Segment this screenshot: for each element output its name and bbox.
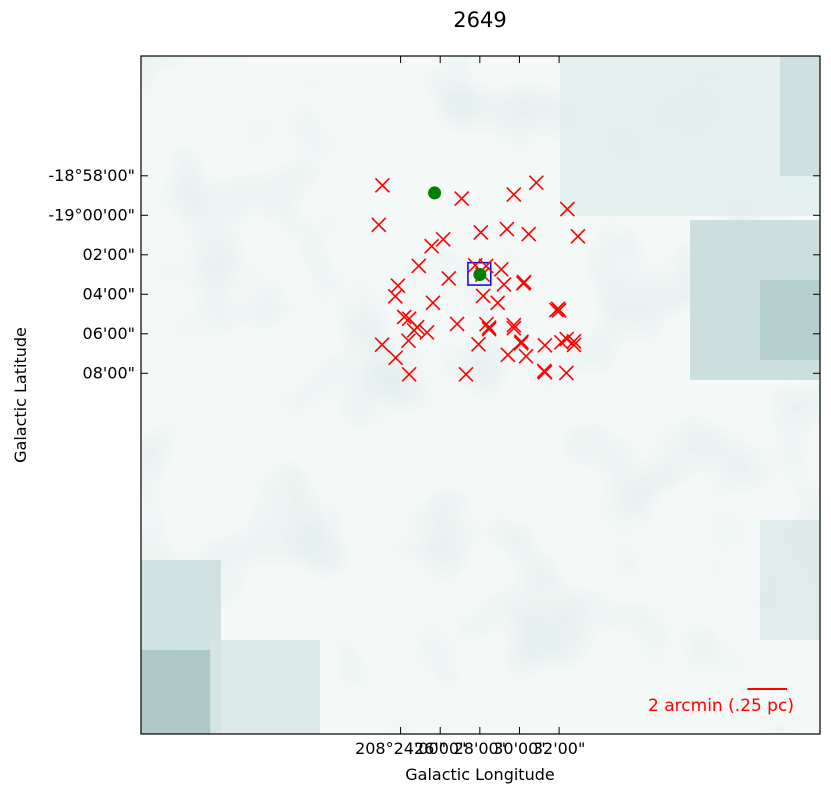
x-marker [396, 309, 412, 325]
x-tick-label: 26'00" [414, 739, 466, 758]
x-marker [553, 334, 569, 350]
x-marker [513, 334, 530, 350]
x-marker [458, 366, 474, 382]
x-marker [406, 322, 422, 339]
x-marker [548, 302, 565, 318]
y-tick-label: 06'00" [83, 324, 135, 343]
x-marker [401, 366, 417, 382]
scale-bar: 2 arcmin (.25 pc) [648, 688, 794, 716]
y-tick-label: 02'00" [83, 245, 135, 264]
x-marker [551, 302, 567, 318]
x-marker [518, 348, 534, 364]
x-marker [566, 333, 582, 349]
x-marker [537, 364, 553, 380]
x-marker [401, 311, 417, 327]
x-marker [515, 275, 531, 291]
x-marker [499, 221, 515, 237]
y-tick-label: -18°58'00" [48, 166, 135, 185]
x-marker [493, 261, 509, 277]
x-axis-label: Galactic Longitude [405, 765, 554, 784]
x-marker [400, 333, 417, 349]
axes: 32'00"30'00"28'00"26'00"208°24'00" -18°58… [48, 56, 820, 758]
x-marker [528, 175, 544, 191]
x-marker [419, 324, 435, 341]
x-tick-label: 32'00" [533, 739, 585, 758]
x-marker [425, 295, 441, 311]
x-marker [570, 228, 586, 244]
x-marker [500, 347, 516, 363]
x-marker [496, 276, 512, 292]
x-marker [374, 337, 390, 353]
x-tick-label: 30'00" [493, 739, 545, 758]
x-marker [473, 224, 489, 240]
x-marker [481, 321, 497, 337]
plot-frame [140, 55, 821, 735]
circle-marker [473, 268, 487, 282]
x-marker [411, 258, 427, 274]
x-marker [454, 190, 470, 207]
y-tick-label: 08'00" [83, 363, 135, 382]
x-marker [475, 288, 491, 304]
x-marker [513, 335, 529, 351]
x-tick-label: 208°24'00" [355, 739, 446, 758]
x-marker [481, 319, 497, 336]
target-box [467, 261, 492, 286]
x-marker [374, 177, 390, 193]
x-marker [537, 337, 553, 353]
x-marker [490, 295, 506, 311]
x-tick-label: 28'00" [454, 739, 506, 758]
x-marker [390, 278, 406, 294]
x-marker [506, 317, 522, 333]
marks-layer [371, 175, 586, 382]
x-marker [521, 226, 537, 242]
x-marker [424, 238, 440, 254]
x-marker [506, 320, 522, 336]
y-axis-label: Galactic Latitude [11, 327, 30, 463]
x-marker [558, 365, 574, 381]
circle-marker [428, 186, 442, 200]
dust-map-background [141, 56, 820, 734]
y-tick-label: -19°00'00" [48, 205, 135, 224]
chart-title: 2649 [453, 8, 506, 32]
x-marker [435, 231, 451, 247]
y-tick-label: 04'00" [83, 284, 135, 303]
x-marker [449, 316, 465, 332]
x-marker [387, 288, 403, 304]
x-marker [506, 186, 522, 203]
x-marker [470, 336, 487, 352]
scale-bar-label: 2 arcmin (.25 pc) [648, 696, 794, 716]
x-marker [559, 201, 575, 217]
x-marker [371, 217, 387, 233]
x-marker [441, 270, 457, 287]
x-marker [388, 350, 404, 366]
x-marker [566, 337, 582, 353]
